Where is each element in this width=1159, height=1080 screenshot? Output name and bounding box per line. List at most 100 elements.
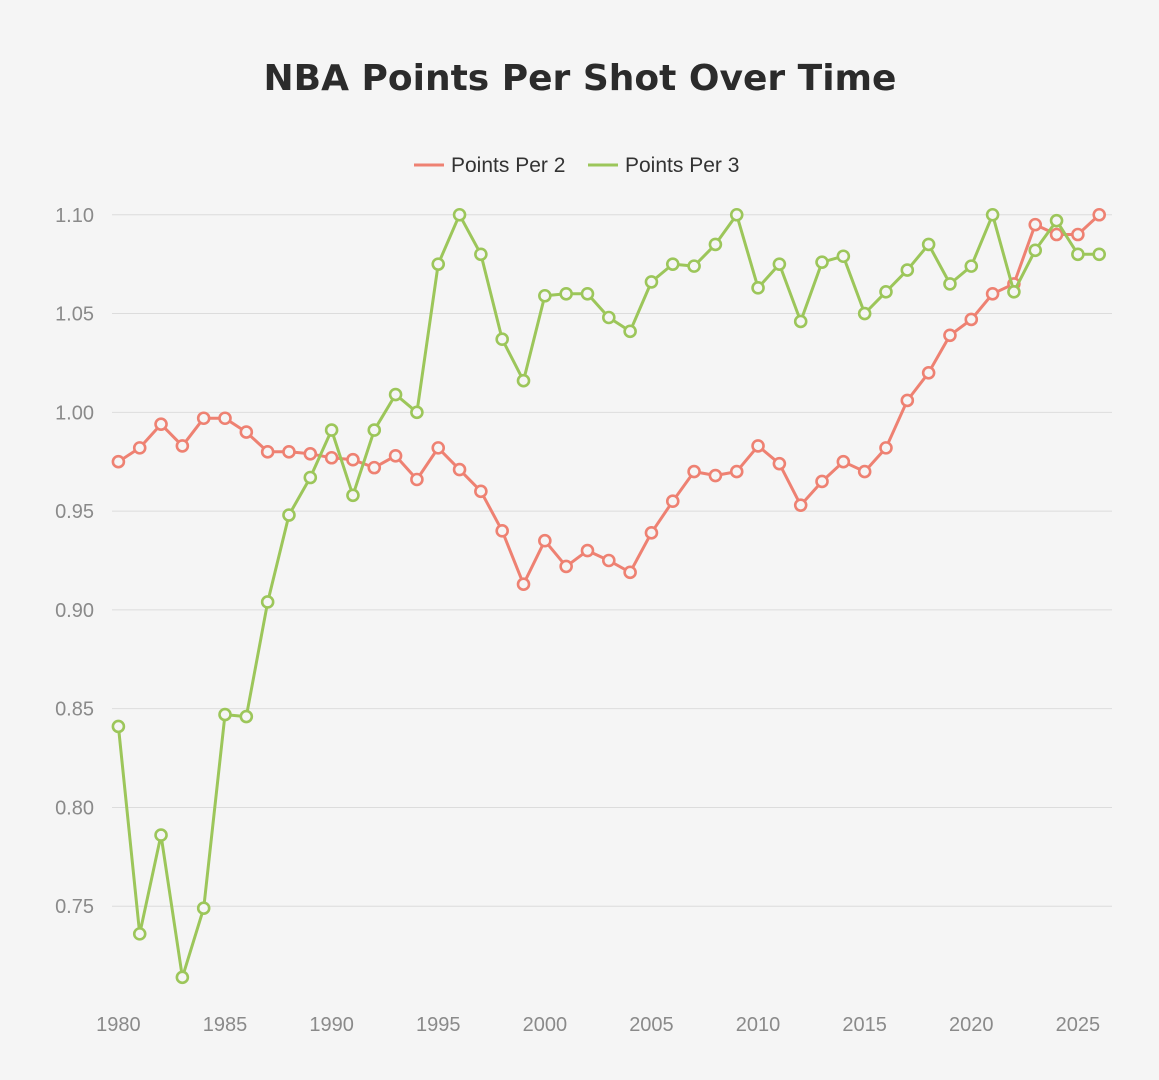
data-point-points-per-2[interactable] (687, 464, 701, 479)
data-point-points-per-3[interactable] (985, 207, 1000, 222)
data-point-points-per-2[interactable] (964, 312, 979, 327)
data-point-points-per-2[interactable] (623, 565, 637, 580)
data-point-points-per-2[interactable] (1049, 227, 1064, 242)
data-point-points-per-2[interactable] (303, 447, 318, 461)
data-point-points-per-2[interactable] (1071, 227, 1085, 242)
data-point-points-per-2[interactable] (836, 454, 851, 469)
data-point-points-per-3[interactable] (687, 259, 701, 273)
data-point-points-per-2[interactable] (1092, 207, 1107, 222)
data-point-points-per-3[interactable] (196, 901, 211, 915)
y-tick-label: 0.85 (55, 699, 94, 721)
data-point-points-per-2[interactable] (580, 543, 595, 558)
data-point-points-per-2[interactable] (729, 464, 744, 479)
data-point-points-per-2[interactable] (452, 462, 467, 477)
data-point-points-per-3[interactable] (346, 488, 360, 503)
data-point-points-per-3[interactable] (474, 247, 488, 262)
data-point-points-per-2[interactable] (815, 474, 829, 489)
data-point-points-per-2[interactable] (367, 460, 382, 475)
data-point-points-per-2[interactable] (943, 328, 957, 343)
data-point-points-per-3[interactable] (1049, 213, 1064, 228)
legend-label-points-per-2[interactable]: Points Per 2 (451, 154, 565, 177)
data-point-points-per-2[interactable] (196, 411, 211, 426)
data-point-points-per-2[interactable] (921, 366, 936, 380)
data-point-points-per-2[interactable] (239, 425, 254, 439)
data-point-points-per-3[interactable] (879, 285, 893, 299)
data-point-points-per-2[interactable] (218, 411, 232, 426)
data-point-points-per-3[interactable] (239, 709, 254, 724)
data-point-points-per-3[interactable] (516, 373, 531, 388)
data-point-points-per-2[interactable] (175, 439, 190, 453)
data-point-points-per-3[interactable] (665, 257, 680, 271)
y-tick-label: 1.10 (55, 205, 94, 227)
data-point-points-per-3[interactable] (1071, 247, 1085, 262)
series-points-per-2 (111, 207, 1107, 591)
data-point-points-per-3[interactable] (943, 277, 957, 291)
data-point-points-per-3[interactable] (559, 286, 573, 301)
data-point-points-per-3[interactable] (815, 255, 829, 269)
data-point-points-per-3[interactable] (388, 387, 403, 402)
data-point-points-per-3[interactable] (751, 281, 765, 295)
data-point-points-per-3[interactable] (452, 207, 467, 222)
data-point-points-per-2[interactable] (495, 524, 509, 538)
data-point-points-per-3[interactable] (772, 257, 787, 271)
data-point-points-per-3[interactable] (111, 719, 126, 734)
data-point-points-per-2[interactable] (111, 454, 126, 469)
data-point-points-per-3[interactable] (303, 470, 318, 485)
data-point-points-per-3[interactable] (644, 275, 659, 289)
data-point-points-per-3[interactable] (538, 288, 552, 303)
legend: Points Per 2 Points Per 3 (414, 154, 739, 177)
data-point-points-per-2[interactable] (260, 445, 275, 459)
data-point-points-per-2[interactable] (772, 456, 787, 471)
data-point-points-per-2[interactable] (900, 393, 915, 408)
data-point-points-per-2[interactable] (431, 441, 446, 455)
data-point-points-per-2[interactable] (708, 468, 723, 483)
data-point-points-per-2[interactable] (474, 484, 488, 499)
data-point-points-per-3[interactable] (793, 314, 808, 329)
data-point-points-per-2[interactable] (879, 441, 893, 455)
data-point-points-per-2[interactable] (1028, 217, 1043, 232)
data-point-points-per-3[interactable] (900, 263, 915, 277)
data-point-points-per-3[interactable] (132, 927, 147, 941)
data-point-points-per-2[interactable] (602, 553, 616, 568)
data-point-points-per-3[interactable] (1007, 285, 1021, 299)
data-point-points-per-3[interactable] (580, 286, 595, 301)
data-point-points-per-3[interactable] (729, 207, 744, 222)
data-point-points-per-2[interactable] (857, 464, 872, 479)
data-point-points-per-2[interactable] (985, 286, 1000, 301)
data-point-points-per-2[interactable] (559, 559, 573, 574)
legend-label-points-per-3[interactable]: Points Per 3 (625, 154, 739, 177)
data-point-points-per-3[interactable] (708, 237, 723, 252)
data-point-points-per-2[interactable] (410, 472, 424, 487)
data-point-points-per-3[interactable] (964, 259, 979, 273)
data-point-points-per-2[interactable] (324, 450, 339, 465)
data-point-points-per-3[interactable] (602, 310, 616, 325)
data-point-points-per-3[interactable] (324, 423, 339, 437)
data-point-points-per-3[interactable] (836, 249, 851, 264)
data-point-points-per-2[interactable] (538, 533, 552, 548)
data-point-points-per-2[interactable] (751, 439, 765, 453)
data-point-points-per-2[interactable] (154, 417, 168, 431)
data-point-points-per-3[interactable] (260, 595, 275, 609)
data-point-points-per-3[interactable] (282, 508, 296, 522)
data-point-points-per-3[interactable] (431, 257, 446, 271)
data-point-points-per-3[interactable] (175, 970, 190, 985)
data-point-points-per-3[interactable] (857, 306, 872, 321)
data-point-points-per-2[interactable] (793, 498, 808, 512)
data-point-points-per-2[interactable] (388, 448, 403, 463)
data-point-points-per-2[interactable] (282, 445, 296, 459)
data-point-points-per-2[interactable] (516, 577, 531, 591)
data-point-points-per-3[interactable] (367, 423, 382, 437)
data-point-points-per-3[interactable] (1092, 247, 1107, 262)
data-point-points-per-3[interactable] (623, 324, 637, 339)
data-point-points-per-2[interactable] (644, 526, 659, 540)
data-point-points-per-3[interactable] (154, 828, 168, 842)
x-tick-label: 2005 (629, 1014, 674, 1036)
data-point-points-per-3[interactable] (495, 332, 509, 347)
data-point-points-per-3[interactable] (218, 707, 232, 722)
data-point-points-per-2[interactable] (132, 441, 147, 455)
data-point-points-per-2[interactable] (346, 452, 360, 467)
data-point-points-per-3[interactable] (410, 405, 424, 420)
data-point-points-per-3[interactable] (1028, 243, 1043, 258)
data-point-points-per-2[interactable] (665, 494, 680, 509)
data-point-points-per-3[interactable] (921, 237, 936, 252)
